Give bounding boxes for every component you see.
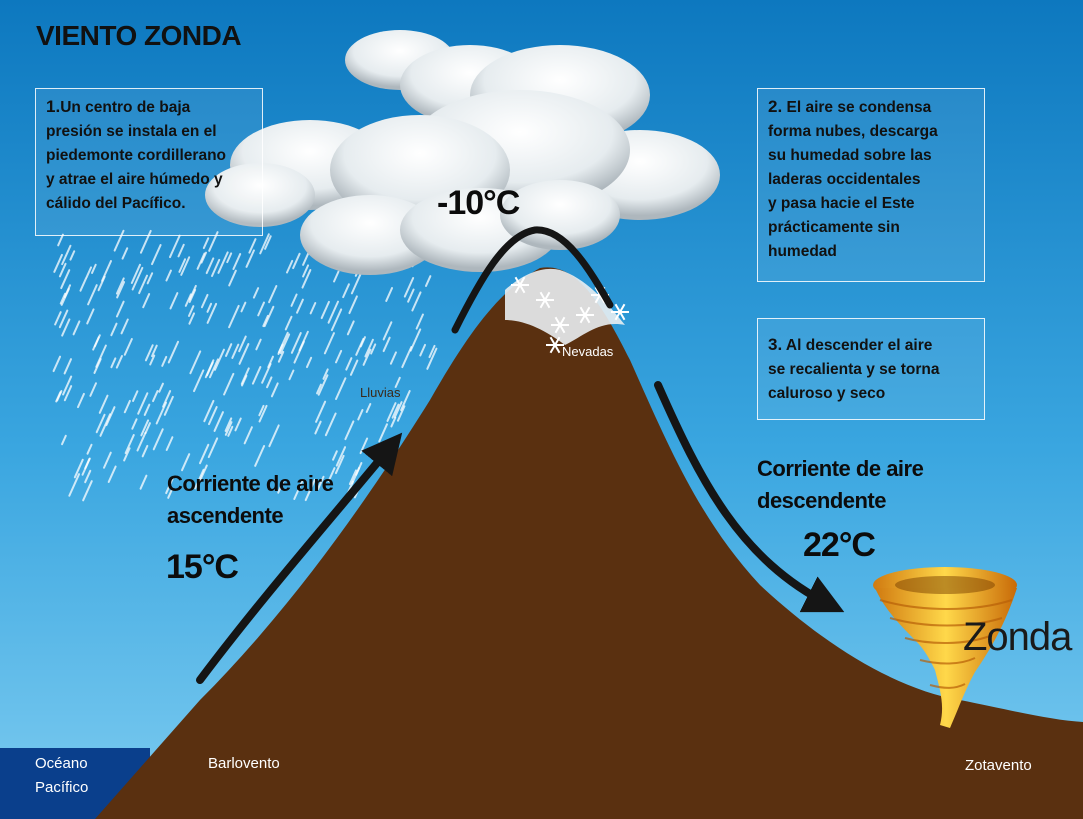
step-2-number: 2. [768,97,783,116]
rain-streaks [52,229,438,504]
step-2-text: 2. El aire se condensa forma nubes, desc… [758,89,984,270]
mountain [95,267,1083,819]
step-2-box: 2. El aire se condensa forma nubes, desc… [757,88,985,282]
tornado-icon [873,567,1017,728]
snow-cap [505,268,629,354]
step-1-text: 1.Un centro de baja presión se instala e… [36,89,262,222]
diagram-title: VIENTO ZONDA [36,20,242,51]
temperature-summit: -10°C [437,184,520,222]
step-3-text: 3. Al descender el aire se recalienta y … [758,319,984,412]
leeward-label: Zotavento [965,757,1032,774]
temperature-windward: 15°C [166,548,239,586]
step-3-body: Al descender el aire se recalienta y se … [768,337,940,402]
zonda-label: Zonda [963,615,1072,659]
ocean-label: Océano Pacífico [35,755,89,796]
step-2-body: El aire se condensa forma nubes, descarg… [768,99,938,260]
step-1-body: Un centro de baja presión se instala en … [46,99,227,212]
windward-label: Barlovento [208,755,280,772]
rain-label: Lluvias [360,385,401,400]
step-1-number: 1. [46,97,61,116]
temperature-leeward: 22°C [803,526,876,564]
descending-arrow [654,381,845,613]
ascending-arrow [196,432,403,684]
descending-current-label: Corriente de aire descendente [757,456,924,513]
step-1-box: 1.Un centro de baja presión se instala e… [35,88,263,236]
ascending-current-label: Corriente de aire ascendente [167,471,334,528]
step-3-number: 3. [768,335,783,354]
snow-label: Nevadas [562,344,614,359]
summit-arc-arrow [451,226,614,334]
step-3-box: 3. Al descender el aire se recalienta y … [757,318,985,420]
